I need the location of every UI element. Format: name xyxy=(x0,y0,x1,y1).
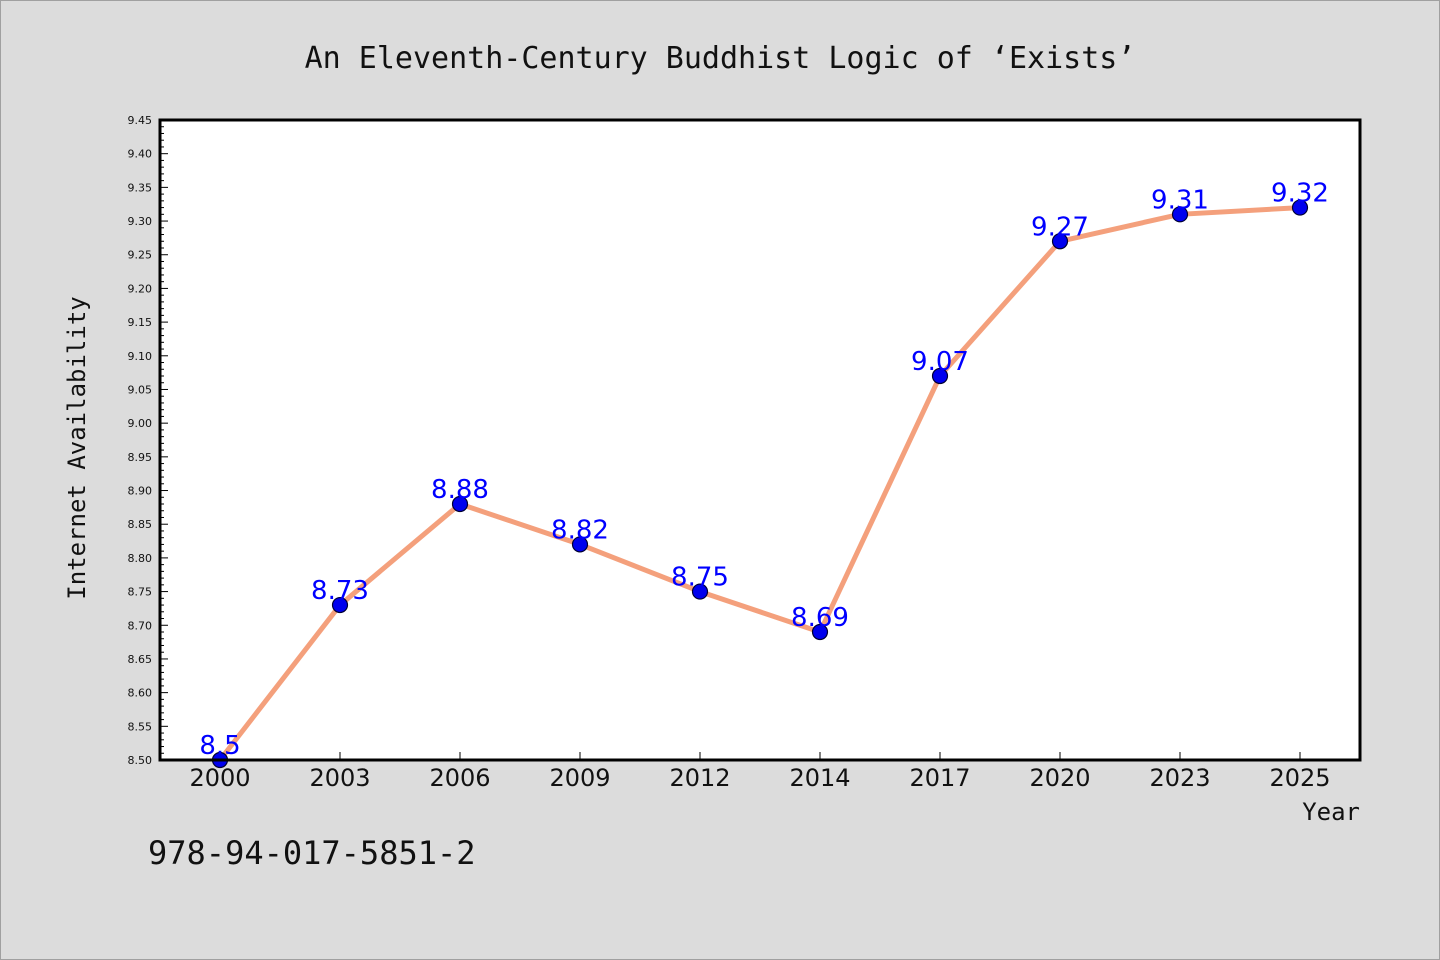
x-tick-label: 2017 xyxy=(909,764,970,792)
data-label: 8.82 xyxy=(551,515,609,545)
x-tick-label: 2003 xyxy=(309,764,370,792)
data-label: 8.88 xyxy=(431,475,489,505)
x-axis-title: Year xyxy=(1302,798,1360,826)
y-tick-label: 9.40 xyxy=(128,148,153,161)
y-tick-label: 9.45 xyxy=(128,114,153,127)
y-tick-label: 8.65 xyxy=(128,653,153,666)
y-tick-label: 8.55 xyxy=(128,720,153,733)
y-tick-label: 8.95 xyxy=(128,451,153,464)
data-label: 9.27 xyxy=(1031,212,1089,242)
x-tick-label: 2006 xyxy=(429,764,490,792)
y-tick-label: 9.25 xyxy=(128,249,153,262)
data-label: 8.75 xyxy=(671,563,729,593)
y-tick-label: 8.70 xyxy=(128,619,153,632)
y-tick-label: 9.20 xyxy=(128,282,153,295)
data-point xyxy=(1291,199,1309,216)
x-tick-label: 2000 xyxy=(189,764,250,792)
plot-border xyxy=(158,118,1362,762)
y-tick-label: 8.90 xyxy=(128,485,153,498)
data-point xyxy=(931,367,949,385)
data-point xyxy=(811,623,829,641)
series-line xyxy=(217,205,1303,763)
y-tick-label: 9.05 xyxy=(128,383,153,396)
y-tick-label: 9.10 xyxy=(128,350,153,363)
data-label: 9.32 xyxy=(1271,179,1329,209)
y-tick-label: 9.15 xyxy=(128,316,153,329)
data-label: 9.31 xyxy=(1151,185,1209,215)
y-tick-label: 9.35 xyxy=(128,181,153,194)
data-point xyxy=(1171,206,1189,223)
y-tick-label: 8.85 xyxy=(128,518,153,531)
chart-title: An Eleventh-Century Buddhist Logic of ‘E… xyxy=(305,41,1136,76)
data-label: 9.07 xyxy=(911,347,969,377)
y-tick-label: 9.30 xyxy=(128,215,153,228)
x-tick-label: 2012 xyxy=(669,764,730,792)
x-tick-label: 2023 xyxy=(1149,764,1210,792)
y-axis-title: Internet Availability xyxy=(63,296,91,599)
data-point xyxy=(451,495,469,513)
plot-area xyxy=(160,120,1360,760)
data-point xyxy=(571,536,589,553)
y-axis: 8.50 8.55 8.60 8.65 8.70 8.75 8.80 8.85 8.90 8.95… xyxy=(128,114,168,767)
y-tick-label: 9.00 xyxy=(128,417,153,430)
x-axis: 2000 2003 2006 2009 2012 2014 2017 2020 2023 2025 xyxy=(189,752,1331,792)
y-tick-label: 8.80 xyxy=(128,552,153,565)
x-tick-label: 2009 xyxy=(549,764,610,792)
data-label-group: 8.5 8.73 8.88 8.82 8.75 8.69 9.07 9.27 9.31 9.32 xyxy=(199,179,1329,761)
data-label: 8.5 xyxy=(199,731,240,761)
data-point xyxy=(691,583,709,600)
x-tick-label: 2014 xyxy=(789,764,850,792)
y-tick-label: 8.60 xyxy=(128,687,153,700)
data-point xyxy=(1051,233,1069,250)
isbn-footnote: 978-94-017-5851-2 xyxy=(148,834,476,872)
data-label: 8.69 xyxy=(791,603,849,633)
y-tick-label: 8.75 xyxy=(128,586,153,599)
data-point xyxy=(331,596,349,614)
x-tick-label: 2025 xyxy=(1269,764,1330,792)
y-tick-label: 8.50 xyxy=(128,754,153,767)
data-label: 8.73 xyxy=(311,576,369,606)
x-tick-label: 2020 xyxy=(1029,764,1090,792)
